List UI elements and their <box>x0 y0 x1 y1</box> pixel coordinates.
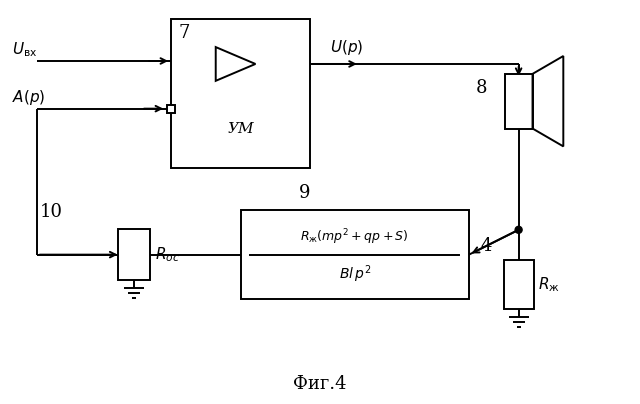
Text: $Bl\,p^2$: $Bl\,p^2$ <box>339 264 371 285</box>
Bar <box>241 210 469 299</box>
Bar <box>171 19 310 168</box>
Text: Фиг.4: Фиг.4 <box>293 375 347 393</box>
Text: $R_{\mathsf{ж}}$: $R_{\mathsf{ж}}$ <box>538 275 560 294</box>
Bar <box>167 105 175 113</box>
Text: $U_{\mathsf{вх}}$: $U_{\mathsf{вх}}$ <box>12 40 38 59</box>
Circle shape <box>515 226 522 233</box>
Text: 4: 4 <box>480 237 492 255</box>
Text: $U(p)$: $U(p)$ <box>330 38 364 57</box>
Bar <box>505 74 532 128</box>
Bar <box>118 229 150 280</box>
Text: $A(p)$: $A(p)$ <box>12 88 45 107</box>
Text: 10: 10 <box>40 203 63 221</box>
Text: УМ: УМ <box>227 122 254 135</box>
Text: 8: 8 <box>476 79 487 97</box>
Text: $R_{oc}$: $R_{oc}$ <box>155 245 180 264</box>
Bar <box>504 260 534 309</box>
Text: $R_{\mathsf{ж}}(mp^2+qp+S)$: $R_{\mathsf{ж}}(mp^2+qp+S)$ <box>300 227 409 246</box>
Text: 9: 9 <box>300 184 311 202</box>
Text: 7: 7 <box>179 24 190 42</box>
